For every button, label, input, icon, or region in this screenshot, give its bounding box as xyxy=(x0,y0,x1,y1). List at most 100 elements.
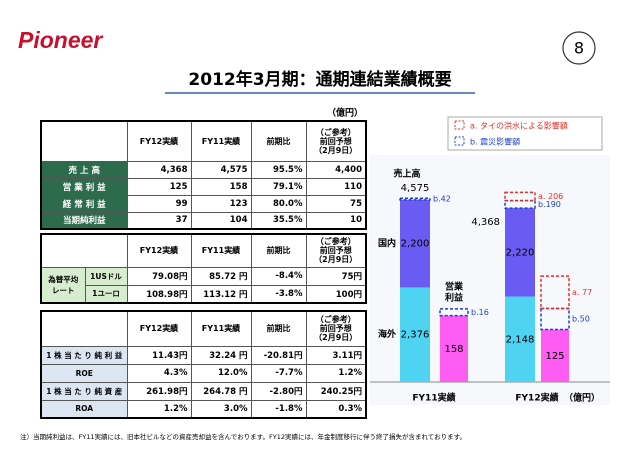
footnote: 注）当期純利益は、FY11実績には、旧本社ビルなどの資産売却益を含んでおります。… xyxy=(20,432,466,441)
row-label: 営 業 利 益 xyxy=(40,177,128,196)
corner-cell xyxy=(40,310,128,347)
group-label: 営業 xyxy=(445,280,464,292)
header-cell: （ご参考） 前回予想 （2月9日） xyxy=(305,310,367,347)
corner-cell xyxy=(40,233,128,268)
value-cell: 123 xyxy=(190,194,252,213)
value-cell: 79.08円 xyxy=(126,266,192,286)
value-cell: 3.11円 xyxy=(305,345,367,365)
header-cell: FY12実績 xyxy=(126,233,192,268)
header-line: （2月9日） xyxy=(314,255,358,265)
impact-label: b.16 xyxy=(471,308,489,317)
header-line: （ご参考） xyxy=(315,315,356,325)
row-label: 経 常 利 益 xyxy=(40,194,128,213)
bar-segment xyxy=(505,208,535,297)
row: 営 業 利 益 125 158 79.1% 110 xyxy=(40,177,367,196)
impact-label: b.190 xyxy=(538,200,561,209)
value-cell: 264.78 円 xyxy=(190,381,252,401)
value-cell: 1.2% xyxy=(305,363,367,383)
header-cell: （ご参考） 前回予想 （2月9日） xyxy=(305,233,367,268)
value-cell: 125 xyxy=(126,177,192,196)
value-cell: -7.7% xyxy=(250,363,307,383)
value-cell: 1.2% xyxy=(126,399,192,419)
impact-label: a. 206 xyxy=(538,192,563,201)
bar-label: 125 xyxy=(545,351,564,362)
header-row: FY12実績 FY11実績 前期比 （ご参考） 前回予想 （2月9日） xyxy=(40,233,367,268)
value-cell: 35.5% xyxy=(250,211,307,230)
value-cell: 11.43円 xyxy=(126,345,192,365)
bar-segment xyxy=(400,287,430,382)
value-cell: -2.80円 xyxy=(250,381,307,401)
value-cell: 240.25円 xyxy=(305,381,367,401)
row: 為替平均 レート 1USドル 79.08円 85.72 円 -8.4% 75円 xyxy=(40,266,367,304)
row-label: 1ユーロ xyxy=(84,284,128,304)
value-cell: 85.72 円 xyxy=(190,266,252,286)
value-cell: 4,368 xyxy=(126,160,192,179)
bar xyxy=(541,329,569,382)
legend-swatch xyxy=(454,136,465,146)
row-label: 売 上 高 xyxy=(40,160,128,179)
title: 2012年3月期：通期連結業績概要 xyxy=(188,69,451,90)
total-label: 4,575 xyxy=(401,183,430,194)
impact-label: b.42 xyxy=(433,195,451,204)
header-cell: FY12実績 xyxy=(126,120,192,162)
row: ROA 1.2% 3.0% -1.8% 0.3% xyxy=(40,399,367,419)
value-cell: 104 xyxy=(190,211,252,230)
row: 当期純利益 37 104 35.5% 10 xyxy=(40,211,367,230)
header-line: （ご参考） xyxy=(315,127,356,137)
value-cell: 108.98円 xyxy=(126,284,192,304)
header-cell: 前期比 xyxy=(250,233,307,268)
group-label: 売上高 xyxy=(393,167,420,179)
logo: Pioneer xyxy=(18,27,103,53)
total-label: 4,368 xyxy=(471,217,500,228)
row: ROE 4.3% 12.0% -7.7% 1.2% xyxy=(40,363,367,383)
row-label: 当期純利益 xyxy=(40,211,128,230)
value-cell: 0.3% xyxy=(305,399,367,419)
legend-label: a. タイの洪水による影響額 xyxy=(470,121,568,131)
group-line: レート xyxy=(52,285,75,295)
row: 経 常 利 益 99 123 80.0% 75 xyxy=(40,194,367,213)
impact-label: b.50 xyxy=(572,315,590,324)
unit: （億円） xyxy=(327,107,363,119)
header-line: 前回予想 xyxy=(319,324,352,334)
value-cell: 79.1% xyxy=(250,177,307,196)
header-row: FY12実績 FY11実績 前期比 （ご参考） 前回予想 （2月9日） xyxy=(40,120,367,162)
impact-box xyxy=(399,197,431,201)
header-cell: FY12実績 xyxy=(126,310,192,347)
corner-cell xyxy=(40,120,128,162)
legend-label: b. 震災影響額 xyxy=(470,137,520,147)
row: 1 株 当 た り 純 利 益 11.43円 32.24 円 -20.81円 3.11円 xyxy=(40,345,367,365)
value-cell: -20.81円 xyxy=(250,345,307,365)
value-cell: 75 xyxy=(305,194,367,213)
value-cell: 113.12 円 xyxy=(190,284,252,304)
chart-unit: （億円） xyxy=(564,392,600,404)
category-label: FY11実績 xyxy=(412,392,455,404)
value-cell: -8.4% xyxy=(250,266,307,286)
row-label: 1 株 当 た り 純 資 産 xyxy=(40,381,128,401)
value-cell: 37 xyxy=(126,211,192,230)
header-line: （ご参考） xyxy=(315,237,356,247)
legend-swatch xyxy=(454,120,465,130)
value-cell: 110 xyxy=(305,177,367,196)
impact-box xyxy=(504,199,536,209)
group-line: 為替平均 xyxy=(48,274,79,284)
header-row: FY12実績 FY11実績 前期比 （ご参考） 前回予想 （2月9日） xyxy=(40,310,367,347)
impact-box xyxy=(504,191,536,202)
header-cell: FY11実績 xyxy=(190,120,252,162)
bar xyxy=(440,315,468,382)
value-cell: 99 xyxy=(126,194,192,213)
row-label: 1USドル xyxy=(84,266,128,286)
data-table: FY12実績 FY11実績 前期比 （ご参考） 前回予想 （2月9日）売 上 高 4,368… xyxy=(40,120,367,230)
group-cell: 為替平均 レート xyxy=(40,266,86,304)
value-cell: 4,400 xyxy=(305,160,367,179)
bar-segment xyxy=(505,296,535,382)
series-name: 海外 xyxy=(378,328,396,340)
category-label: FY12実績 xyxy=(515,392,558,404)
header-line: （2月9日） xyxy=(314,333,358,343)
group-label: 利益 xyxy=(444,291,463,303)
value-cell: -3.8% xyxy=(250,284,307,304)
data-table: FY12実績 FY11実績 前期比 （ご参考） 前回予想 （2月9日） 1 株 当 た り … xyxy=(40,310,367,419)
legend-box xyxy=(447,116,603,151)
value-cell: 4.3% xyxy=(126,363,192,383)
value-cell: 10 xyxy=(305,211,367,230)
value-cell: 158 xyxy=(190,177,252,196)
